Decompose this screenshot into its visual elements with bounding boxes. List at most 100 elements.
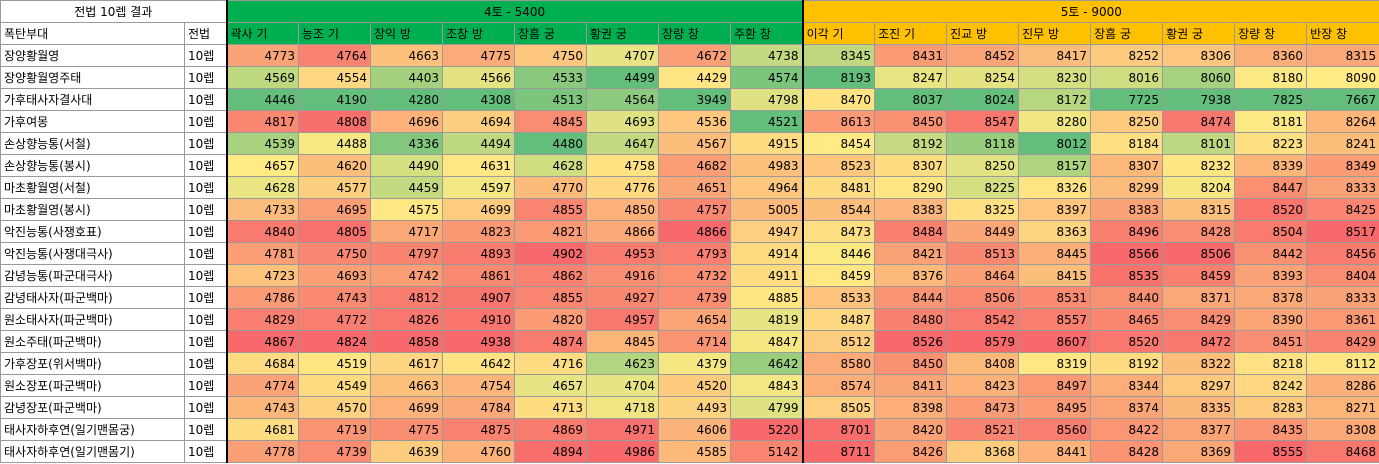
- value-cell[interactable]: 4742: [370, 264, 444, 287]
- value-cell[interactable]: 4575: [370, 198, 444, 221]
- value-cell[interactable]: 4915: [730, 132, 804, 155]
- value-cell[interactable]: 8440: [1090, 286, 1164, 309]
- value-cell[interactable]: 4773: [225, 44, 300, 67]
- value-cell[interactable]: 8101: [1162, 132, 1236, 155]
- column-header-4to-6[interactable]: 장량 창: [658, 22, 732, 45]
- column-header-5to-4[interactable]: 장흠 궁: [1090, 22, 1164, 45]
- value-cell[interactable]: 7667: [1306, 88, 1379, 111]
- value-cell[interactable]: 4775: [442, 44, 516, 67]
- value-cell[interactable]: 8333: [1306, 286, 1379, 309]
- value-cell[interactable]: 8421: [874, 242, 948, 265]
- value-cell[interactable]: 8383: [1090, 198, 1164, 221]
- column-header-5to-2[interactable]: 진교 방: [946, 22, 1020, 45]
- row-level-cell[interactable]: 10렙: [183, 396, 228, 419]
- value-cell[interactable]: 8250: [1090, 110, 1164, 133]
- value-cell[interactable]: 8247: [874, 66, 948, 89]
- value-cell[interactable]: 8442: [1234, 242, 1308, 265]
- value-cell[interactable]: 4681: [225, 418, 300, 441]
- column-header-4to-1[interactable]: 능조 기: [298, 22, 372, 45]
- value-cell[interactable]: 4642: [442, 352, 516, 375]
- value-cell[interactable]: 4750: [514, 44, 588, 67]
- value-cell[interactable]: 4631: [442, 154, 516, 177]
- value-cell[interactable]: 8447: [1234, 176, 1308, 199]
- value-cell[interactable]: 4866: [586, 220, 660, 243]
- value-cell[interactable]: 8349: [1306, 154, 1379, 177]
- value-cell[interactable]: 8521: [946, 418, 1020, 441]
- value-cell[interactable]: 8363: [1018, 220, 1092, 243]
- value-cell[interactable]: 8290: [874, 176, 948, 199]
- value-cell[interactable]: 8376: [874, 264, 948, 287]
- value-cell[interactable]: 4911: [730, 264, 804, 287]
- value-cell[interactable]: 4520: [658, 374, 732, 397]
- value-cell[interactable]: 4927: [586, 286, 660, 309]
- value-cell[interactable]: 8535: [1090, 264, 1164, 287]
- value-cell[interactable]: 4778: [225, 440, 300, 463]
- value-cell[interactable]: 4894: [514, 440, 588, 463]
- value-cell[interactable]: 4714: [658, 330, 732, 353]
- value-cell[interactable]: 4647: [586, 132, 660, 155]
- value-cell[interactable]: 8495: [1018, 396, 1092, 419]
- value-cell[interactable]: 8192: [874, 132, 948, 155]
- value-cell[interactable]: 8112: [1306, 352, 1379, 375]
- value-cell[interactable]: 7725: [1090, 88, 1164, 111]
- value-cell[interactable]: 4793: [658, 242, 732, 265]
- row-name-cell[interactable]: 원소장포(파군백마): [0, 374, 185, 397]
- value-cell[interactable]: 4717: [370, 220, 444, 243]
- value-cell[interactable]: 8450: [874, 110, 948, 133]
- value-cell[interactable]: 4850: [586, 198, 660, 221]
- value-cell[interactable]: 4606: [658, 418, 732, 441]
- value-cell[interactable]: 8404: [1306, 264, 1379, 287]
- value-cell[interactable]: 8429: [1306, 330, 1379, 353]
- value-cell[interactable]: 8579: [946, 330, 1020, 353]
- value-cell[interactable]: 4723: [225, 264, 300, 287]
- value-cell[interactable]: 4657: [225, 154, 300, 177]
- row-name-cell[interactable]: 감녕태사자(파군백마): [0, 286, 185, 309]
- value-cell[interactable]: 4569: [225, 66, 300, 89]
- value-cell[interactable]: 8408: [946, 352, 1020, 375]
- value-cell[interactable]: 8496: [1090, 220, 1164, 243]
- value-cell[interactable]: 8428: [1090, 440, 1164, 463]
- value-cell[interactable]: 8566: [1090, 242, 1164, 265]
- column-header-5to-3[interactable]: 진무 방: [1018, 22, 1092, 45]
- row-level-cell[interactable]: 10렙: [183, 154, 228, 177]
- value-cell[interactable]: 4499: [586, 66, 660, 89]
- value-cell[interactable]: 4874: [514, 330, 588, 353]
- value-cell[interactable]: 4840: [225, 220, 300, 243]
- row-name-cell[interactable]: 마초황월영(서철): [0, 176, 185, 199]
- value-cell[interactable]: 4488: [298, 132, 372, 155]
- value-cell[interactable]: 8481: [801, 176, 876, 199]
- row-level-cell[interactable]: 10렙: [183, 88, 228, 111]
- value-cell[interactable]: 8544: [801, 198, 876, 221]
- column-header-5to-0[interactable]: 이각 기: [801, 22, 876, 45]
- value-cell[interactable]: 8193: [801, 66, 876, 89]
- value-cell[interactable]: 8090: [1306, 66, 1379, 89]
- value-cell[interactable]: 8319: [1018, 352, 1092, 375]
- value-cell[interactable]: 4799: [730, 396, 804, 419]
- value-cell[interactable]: 8223: [1234, 132, 1308, 155]
- value-cell[interactable]: 8383: [874, 198, 948, 221]
- value-cell[interactable]: 4862: [514, 264, 588, 287]
- value-cell[interactable]: 8024: [946, 88, 1020, 111]
- value-cell[interactable]: 8420: [874, 418, 948, 441]
- value-cell[interactable]: 4760: [442, 440, 516, 463]
- value-cell[interactable]: 4642: [730, 352, 804, 375]
- value-cell[interactable]: 8037: [874, 88, 948, 111]
- value-cell[interactable]: 4696: [370, 110, 444, 133]
- value-cell[interactable]: 8426: [874, 440, 948, 463]
- value-cell[interactable]: 8422: [1090, 418, 1164, 441]
- value-cell[interactable]: 4693: [586, 110, 660, 133]
- value-cell[interactable]: 8377: [1162, 418, 1236, 441]
- value-cell[interactable]: 4855: [514, 198, 588, 221]
- row-level-cell[interactable]: 10렙: [183, 264, 228, 287]
- value-cell[interactable]: 4554: [298, 66, 372, 89]
- value-cell[interactable]: 4699: [442, 198, 516, 221]
- value-cell[interactable]: 4336: [370, 132, 444, 155]
- value-cell[interactable]: 8232: [1162, 154, 1236, 177]
- row-level-cell[interactable]: 10렙: [183, 66, 228, 89]
- value-cell[interactable]: 4750: [298, 242, 372, 265]
- name-column-header[interactable]: 폭탄부대: [0, 22, 185, 45]
- value-cell[interactable]: 4739: [298, 440, 372, 463]
- value-cell[interactable]: 4797: [370, 242, 444, 265]
- value-cell[interactable]: 8335: [1162, 396, 1236, 419]
- value-cell[interactable]: 8333: [1306, 176, 1379, 199]
